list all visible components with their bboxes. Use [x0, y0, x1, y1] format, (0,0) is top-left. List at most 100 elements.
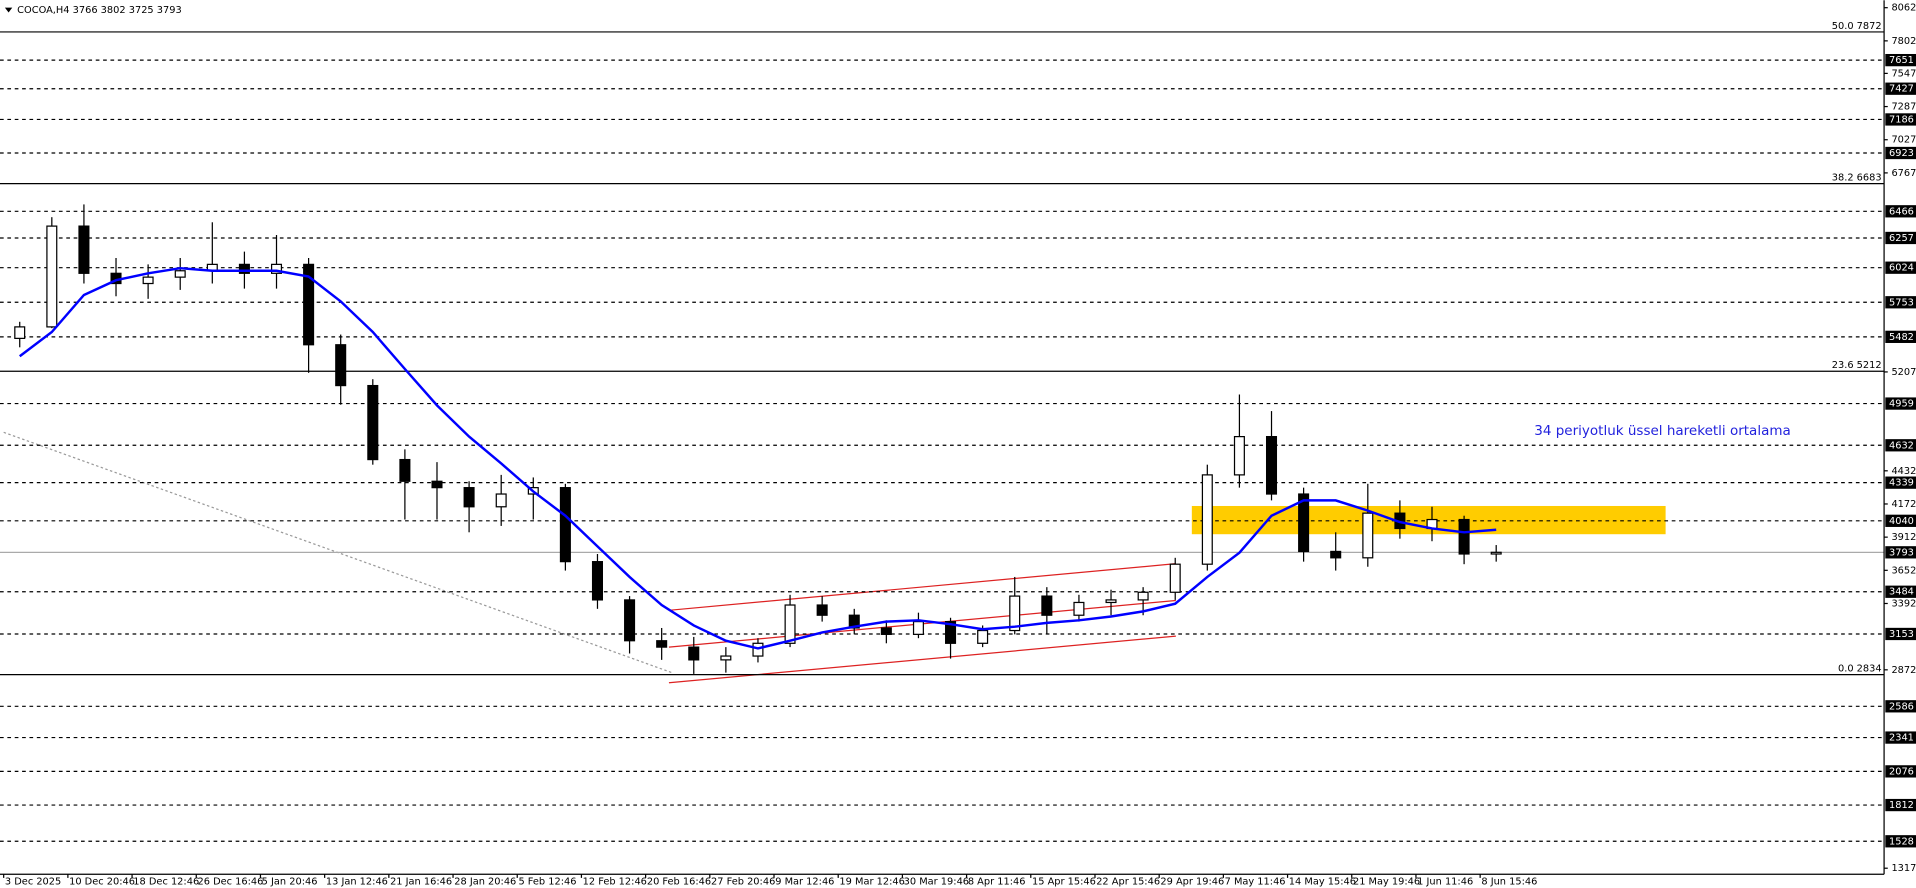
level-label: 2586 — [1889, 701, 1914, 712]
level-label: 5482 — [1889, 332, 1914, 343]
x-tick-label: 8 Apr 11:46 — [968, 877, 1026, 888]
candle-body — [848, 614, 860, 629]
candle-body — [431, 480, 443, 489]
candle-body — [174, 270, 186, 278]
candle-body — [1041, 595, 1053, 616]
ema-line — [18, 266, 1497, 650]
level-label: 6257 — [1889, 233, 1914, 244]
y-tick-label: 7802 — [1891, 36, 1916, 47]
x-tick-label: 30 Mar 19:46 — [904, 877, 969, 888]
candle-body — [238, 263, 250, 274]
level-box — [1885, 146, 1916, 160]
level-box — [1885, 514, 1916, 527]
annotation: 34 periyotluk üssel hareketli ortalama — [1534, 423, 1791, 439]
x-tick-label: 18 Dec 12:46 — [133, 877, 199, 888]
candle-body — [688, 646, 700, 661]
candle-body — [1265, 435, 1278, 495]
candle-body — [1362, 512, 1374, 559]
y-tick-label: 6767 — [1891, 168, 1916, 179]
candle-body — [142, 276, 154, 285]
level-box — [1885, 330, 1916, 343]
candle-body — [912, 620, 924, 635]
candle-body — [303, 263, 315, 346]
marks — [0, 7, 1888, 869]
level-box — [1885, 765, 1916, 778]
x-tick-label: 27 Feb 20:46 — [711, 877, 775, 888]
candle-body — [1298, 493, 1310, 553]
level-box — [1885, 261, 1916, 274]
level-box — [1885, 82, 1916, 95]
y-tick-label: 1317 — [1891, 863, 1916, 874]
level-label: 4040 — [1889, 516, 1914, 527]
level-label: 6923 — [1889, 148, 1914, 159]
x-tick-label: 21 Jan 16:46 — [390, 877, 452, 888]
level-box — [1885, 113, 1916, 126]
chart-title: COCOA,H4 3766 3802 3725 3793 — [17, 5, 182, 16]
level-label: 6024 — [1889, 263, 1914, 274]
y-tick-label: 5207 — [1891, 367, 1916, 378]
level-box — [1885, 731, 1916, 744]
level-box — [1885, 439, 1916, 452]
y-tick-label: 4432 — [1891, 466, 1916, 477]
candle-body — [1458, 518, 1470, 555]
menu-icon[interactable] — [4, 7, 13, 13]
y-tick-label: 7547 — [1891, 68, 1916, 79]
candle-body — [270, 263, 283, 274]
level-label: 2341 — [1889, 733, 1914, 744]
candle-body — [399, 458, 411, 482]
candle-body — [1137, 591, 1149, 601]
level-box — [1885, 798, 1916, 812]
y-tick-label: 4172 — [1891, 499, 1916, 510]
candle-body — [78, 225, 90, 274]
x-tick-label: 21 May 19:46 — [1353, 877, 1420, 888]
x-tick-label: 28 Jan 20:46 — [454, 877, 516, 888]
candle-body — [591, 561, 603, 601]
level-box — [1885, 476, 1916, 489]
x-tick-label: 8 Jun 15:46 — [1481, 877, 1537, 888]
fib-label: 23.6 5212 — [1832, 360, 1882, 371]
x-tick-label: 12 Feb 12:46 — [583, 877, 647, 888]
level-box — [1885, 627, 1916, 641]
x-tick-label: 19 Mar 12:46 — [839, 877, 904, 888]
level-label: 7186 — [1889, 114, 1914, 125]
level-label: 7651 — [1889, 55, 1914, 66]
x-tick-label: 5 Feb 12:46 — [518, 877, 576, 888]
level-box — [1885, 835, 1916, 848]
price-label: 3793 — [1889, 547, 1914, 558]
level-box — [1885, 231, 1916, 245]
candle-body — [1009, 595, 1021, 632]
x-tick-label: 1 Jun 11:46 — [1417, 877, 1473, 888]
level-label: 2076 — [1889, 766, 1914, 777]
x-tick-label: 29 Apr 19:46 — [1160, 877, 1224, 888]
level-label: 3484 — [1889, 587, 1914, 598]
candle-body — [495, 493, 507, 508]
fib-label: 0.0 2834 — [1838, 664, 1882, 675]
level-box — [1885, 585, 1916, 598]
x-tick-label: 7 May 11:46 — [1225, 877, 1286, 888]
candle-body — [335, 344, 347, 387]
y-tick-label: 2872 — [1891, 665, 1916, 676]
x-tick-label: 15 Apr 15:46 — [1032, 877, 1096, 888]
candle-body — [46, 225, 58, 328]
candle-body — [1169, 563, 1181, 593]
candle-body — [656, 640, 668, 648]
x-tick-label: 13 Jan 12:46 — [326, 877, 388, 888]
candle-body — [1233, 435, 1245, 476]
price-box — [1885, 546, 1916, 559]
y-tick-label: 3392 — [1891, 598, 1916, 609]
level-label: 4339 — [1889, 478, 1914, 489]
y-tick-label: 8062 — [1891, 3, 1916, 14]
y-tick-label: 3652 — [1891, 565, 1916, 576]
candle-body — [1201, 474, 1213, 565]
level-label: 3153 — [1889, 629, 1914, 640]
candle-body — [720, 655, 732, 661]
x-tick-label: 10 Dec 20:46 — [69, 877, 135, 888]
x-tick-label: 3 Dec 2025 — [5, 877, 61, 888]
candle-body — [1073, 601, 1085, 616]
level-label: 7427 — [1889, 84, 1914, 95]
y-tick-label: 3912 — [1891, 532, 1916, 543]
channel-line — [668, 563, 1176, 611]
level-label: 5753 — [1889, 297, 1914, 308]
